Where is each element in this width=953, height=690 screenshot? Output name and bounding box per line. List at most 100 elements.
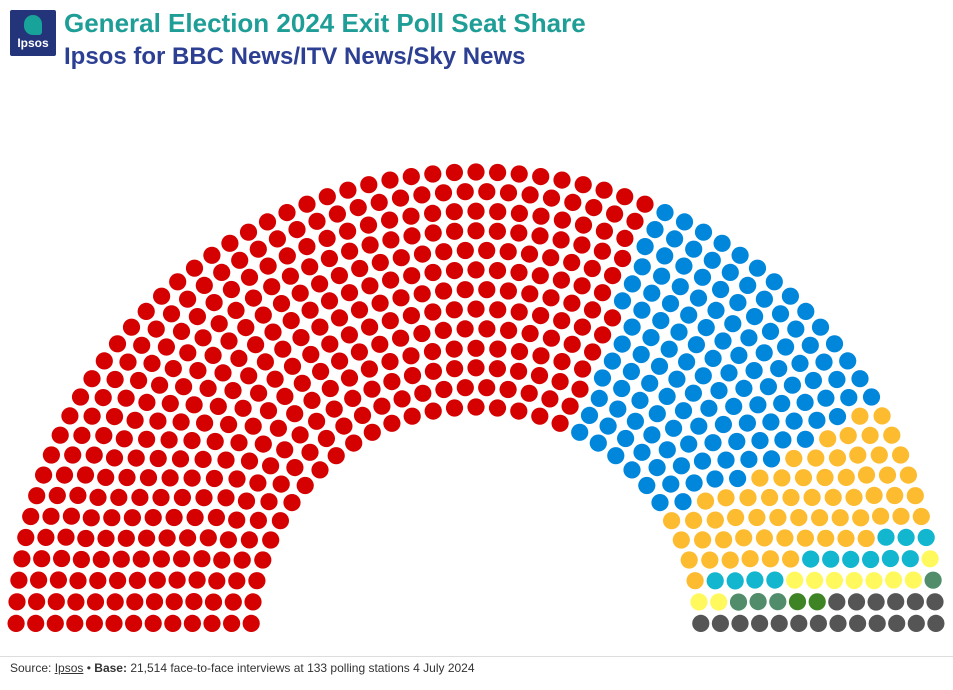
seat-dot-series-1 [456,379,474,397]
seat-dot-series-1 [8,593,26,611]
seat-dot-series-4 [726,572,744,590]
seat-dot-series-1 [85,614,103,633]
seat-dot-series-1 [381,353,399,371]
seat-dot-series-3 [794,469,813,487]
seat-dot-series-1 [563,335,581,353]
seat-dot-series-1 [95,352,113,370]
seat-dot-series-3 [748,508,766,527]
seat-dot-series-5 [845,572,863,590]
seat-dot-series-2 [623,461,641,479]
seat-dot-series-1 [89,488,107,506]
seat-dot-series-1 [573,236,591,254]
seat-dot-series-1 [445,203,463,221]
seat-dot-series-8 [868,614,886,633]
seat-dot-series-1 [213,263,231,281]
seat-dot-series-1 [209,397,227,415]
seat-dot-series-2 [626,412,645,430]
seat-dot-series-1 [244,289,263,307]
seat-dot-series-2 [804,371,823,390]
seat-dot-series-1 [162,305,181,323]
seat-dot-series-4 [766,571,784,589]
seat-dot-series-8 [867,593,885,611]
seat-dot-series-3 [845,488,863,506]
seat-dot-series-1 [478,379,496,397]
seat-dot-series-1 [72,550,90,569]
seat-dot-series-1 [37,528,55,546]
seat-dot-series-1 [551,414,569,432]
seat-dot-series-1 [103,509,121,527]
seat-dot-series-1 [152,488,170,507]
seat-dot-series-1 [175,378,193,396]
seat-dot-series-1 [424,362,442,380]
source-link[interactable]: Ipsos [54,661,84,675]
seat-dot-series-2 [770,360,788,378]
seat-dot-series-2 [740,450,758,468]
seat-dot-series-1 [478,183,496,201]
base-label: Base: [94,661,127,675]
seat-dot-series-1 [321,379,339,398]
seat-dot-series-1 [350,301,369,319]
seat-dot-series-1 [152,550,170,568]
seat-dot-series-1 [520,384,538,402]
seat-dot-series-3 [739,489,757,507]
seat-dot-series-1 [29,571,48,589]
seat-dot-series-1 [168,571,186,589]
seat-dot-series-1 [320,249,338,268]
seat-dot-series-1 [467,202,485,220]
seat-dot-series-2 [721,263,739,281]
seat-dot-series-1 [272,295,291,313]
seat-dot-series-1 [61,407,79,425]
seat-dot-series-2 [729,469,747,488]
seat-dot-series-8 [927,614,945,633]
seat-dot-series-1 [551,373,569,391]
seat-dot-series-1 [157,338,175,356]
seat-dot-series-4 [881,549,900,568]
seat-dot-series-1 [256,353,274,371]
seat-dot-series-1 [574,176,592,194]
seat-dot-series-8 [847,593,866,611]
seat-dot-series-1 [149,412,167,430]
seat-dot-series-1 [563,253,581,272]
seat-dot-series-1 [46,614,64,633]
seat-dot-series-4 [877,528,895,546]
seat-dot-series-2 [840,389,858,407]
seat-dot-series-1 [244,417,262,435]
seat-dot-series-2 [641,374,659,392]
seat-dot-series-1 [381,211,399,229]
seat-dot-series-1 [118,468,136,487]
seat-dot-series-1 [161,469,179,487]
seat-dot-series-1 [403,267,421,285]
seat-dot-series-1 [636,195,654,213]
seat-dot-series-2 [762,450,781,468]
seat-dot-series-1 [160,431,178,449]
seat-dot-series-1 [499,282,517,300]
seat-dot-series-1 [573,277,591,295]
seat-dot-series-1 [616,229,634,247]
seat-dot-series-3 [811,509,829,527]
seat-dot-series-2 [693,452,712,470]
seat-dot-series-1 [214,364,232,382]
seat-dot-series-1 [203,246,221,264]
seat-dot-series-1 [561,397,579,415]
seat-dot-series-1 [193,550,211,568]
seat-dot-series-1 [137,302,155,320]
seat-dot-series-1 [240,367,258,385]
seat-dot-series-1 [532,168,550,186]
seat-dot-series-7 [788,593,807,611]
seat-dot-series-1 [283,494,301,512]
seat-dot-series-2 [678,353,696,371]
seat-dot-series-1 [606,205,624,223]
seat-dot-series-3 [717,489,735,507]
seat-dot-series-1 [509,362,528,380]
seat-dot-series-1 [105,449,124,467]
seat-dot-series-1 [510,224,528,242]
seat-dot-series-1 [291,426,309,444]
seat-dot-series-1 [219,531,237,549]
seat-dot-series-3 [761,550,780,568]
seat-dot-series-1 [260,493,278,511]
seat-dot-series-1 [392,289,410,307]
seat-dot-series-2 [787,320,805,338]
seat-dot-series-2 [651,494,669,512]
seat-dot-series-1 [205,294,223,312]
seat-dot-series-2 [745,362,763,380]
